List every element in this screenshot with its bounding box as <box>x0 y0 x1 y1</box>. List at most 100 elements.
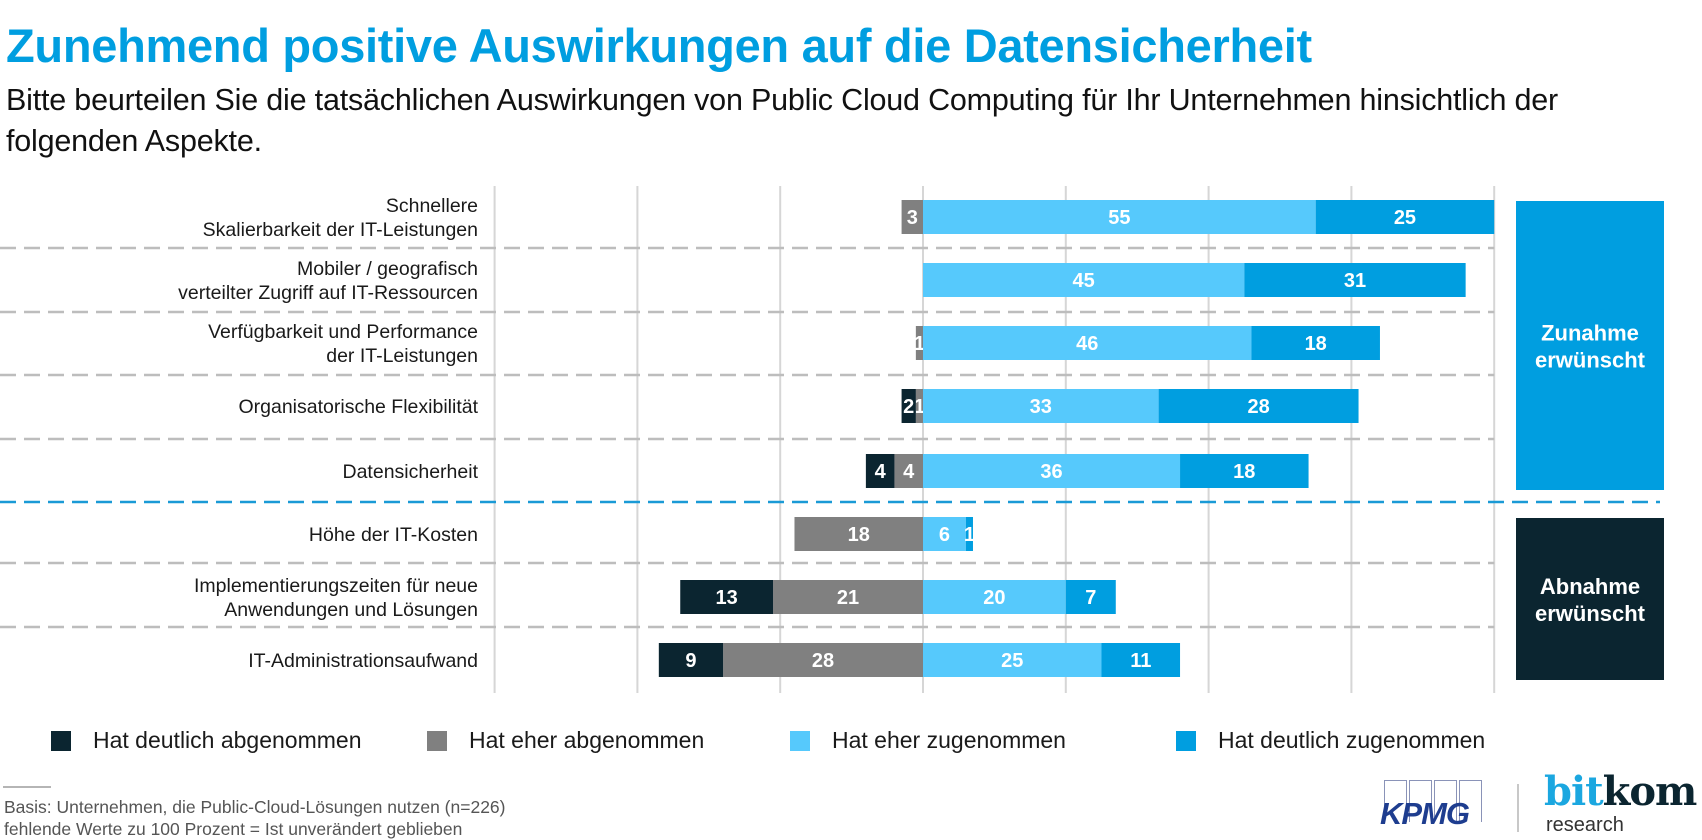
bar-hat-deutlich-abgenommen <box>658 643 724 677</box>
bar-value-label: 18 <box>1233 461 1255 483</box>
group-box-abnahme <box>1516 518 1664 680</box>
footnote: Basis: Unternehmen, die Public-Cloud-Lös… <box>4 796 505 840</box>
bar-value-label: 18 <box>1305 333 1327 355</box>
bar-hat-eher-abgenommen <box>794 517 923 551</box>
bar-value-label: 46 <box>1076 333 1098 355</box>
kpmg-logo-boxes <box>1384 780 1484 822</box>
legend-label: Hat deutlich zugenommen <box>1218 727 1486 753</box>
legend-label: Hat deutlich abgenommen <box>93 727 362 753</box>
bar-hat-deutlich-abgenommen <box>865 454 895 488</box>
bar-hat-deutlich-abgenommen <box>680 580 774 614</box>
bar-hat-eher-zugenommen <box>923 263 1245 297</box>
legend-swatch <box>790 730 810 751</box>
group-box-label: Zunahme <box>1541 321 1639 346</box>
bar-value-label: 1 <box>914 333 925 355</box>
bar-value-label: 1 <box>914 396 925 418</box>
group-box-label: erwünscht <box>1535 601 1646 626</box>
category-label: Implementierungszeiten für neue <box>194 575 478 597</box>
footnote-basis: Basis: Unternehmen, die Public-Cloud-Lös… <box>4 797 506 817</box>
bar-hat-deutlich-zugenommen <box>1244 263 1466 297</box>
bar-value-label: 36 <box>1040 461 1062 483</box>
bar-value-label: 11 <box>1130 650 1151 672</box>
bar-hat-deutlich-abgenommen <box>901 389 916 423</box>
legend-item-deutlich-abgenommen: Hat deutlich abgenommen <box>51 727 362 754</box>
legend-swatch <box>427 730 447 751</box>
bitkom-logo-kom: kom <box>1602 768 1698 815</box>
legend-item-eher-abgenommen: Hat eher abgenommen <box>427 727 704 754</box>
bar-value-label: 2 <box>903 396 914 418</box>
bar-value-label: 20 <box>983 587 1005 609</box>
bar-value-label: 18 <box>848 524 870 546</box>
bar-hat-deutlich-zugenommen <box>965 517 973 551</box>
footnote-missing-values: fehlende Werte zu 100 Prozent = Ist unve… <box>4 819 463 839</box>
bar-hat-eher-zugenommen <box>923 389 1159 423</box>
bar-value-label: 13 <box>716 587 738 609</box>
bar-value-label: 31 <box>1344 270 1366 292</box>
bar-value-label: 21 <box>837 587 859 609</box>
kpmg-logo-text: KPMG <box>1380 796 1470 831</box>
bar-value-label: 28 <box>812 650 834 672</box>
bar-value-label: 55 <box>1108 207 1130 229</box>
legend-item-deutlich-zugenommen: Hat deutlich zugenommen <box>1176 727 1485 754</box>
category-label: Organisatorische Flexibilität <box>238 396 478 418</box>
bar-hat-eher-abgenommen <box>915 389 923 423</box>
category-label: Schnellere <box>386 195 478 217</box>
bar-hat-eher-abgenommen <box>901 200 923 234</box>
legend-swatch <box>51 730 71 751</box>
bar-value-label: 4 <box>903 461 915 483</box>
bar-hat-deutlich-zugenommen <box>1158 389 1359 423</box>
group-box-zunahme <box>1516 201 1664 490</box>
logo-divider <box>1517 784 1519 832</box>
bar-value-label: 9 <box>685 650 696 672</box>
category-label: Anwendungen und Lösungen <box>224 599 478 621</box>
category-label: verteilter Zugriff auf IT-Ressourcen <box>178 282 478 304</box>
bar-hat-deutlich-zugenommen <box>1180 454 1309 488</box>
chart-title: Zunehmend positive Auswirkungen auf die … <box>6 19 1312 72</box>
bar-hat-eher-abgenommen <box>723 643 923 677</box>
category-label: Datensicherheit <box>343 461 479 483</box>
kpmg-logo: KPMG <box>1380 780 1488 831</box>
bar-hat-eher-zugenommen <box>923 517 966 551</box>
bitkom-research-label: research <box>1546 814 1624 836</box>
legend-item-eher-zugenommen: Hat eher zugenommen <box>790 727 1066 754</box>
bar-hat-eher-zugenommen <box>923 200 1316 234</box>
bitkom-logo-bit: bit <box>1544 768 1604 815</box>
bar-hat-eher-abgenommen <box>915 326 923 360</box>
category-label: der IT-Leistungen <box>326 345 478 367</box>
legend: Hat deutlich abgenommen Hat eher abgenom… <box>0 727 1702 757</box>
group-box-label: erwünscht <box>1535 348 1646 373</box>
category-label: Verfügbarkeit und Performance <box>208 321 478 343</box>
bar-value-label: 1 <box>964 524 975 546</box>
category-label: IT-Administrationsaufwand <box>248 650 478 672</box>
bar-hat-deutlich-zugenommen <box>1065 580 1116 614</box>
bar-hat-eher-abgenommen <box>894 454 923 488</box>
category-label: Skalierbarkeit der IT-Leistungen <box>203 219 478 241</box>
bar-value-label: 33 <box>1030 396 1052 418</box>
chart-subtitle: Bitte beurteilen Sie die tatsächlichen A… <box>6 83 1559 158</box>
logos: KPMG bitkom research <box>1380 768 1702 840</box>
bar-value-label: 45 <box>1073 270 1095 292</box>
bar-hat-eher-zugenommen <box>923 454 1181 488</box>
bar-hat-eher-abgenommen <box>773 580 923 614</box>
bar-value-label: 25 <box>1394 207 1416 229</box>
bar-value-label: 25 <box>1001 650 1023 672</box>
bar-hat-eher-zugenommen <box>923 643 1102 677</box>
bar-value-label: 6 <box>939 524 950 546</box>
bar-hat-eher-zugenommen <box>923 580 1066 614</box>
bar-value-label: 4 <box>875 461 887 483</box>
legend-label: Hat eher zugenommen <box>832 727 1066 753</box>
bar-hat-deutlich-zugenommen <box>1251 326 1380 360</box>
bar-value-label: 28 <box>1247 396 1269 418</box>
group-box-label: Abnahme <box>1540 574 1640 599</box>
bar-value-label: 7 <box>1085 587 1096 609</box>
bar-hat-deutlich-zugenommen <box>1101 643 1181 677</box>
bitkom-logo: bitkom <box>1544 768 1698 815</box>
category-label: Höhe der IT-Kosten <box>309 524 478 546</box>
bar-hat-eher-zugenommen <box>923 326 1252 360</box>
category-label: Mobiler / geografisch <box>297 258 478 280</box>
legend-label: Hat eher abgenommen <box>469 727 705 753</box>
bar-value-label: 3 <box>907 207 918 229</box>
bar-hat-deutlich-zugenommen <box>1315 200 1495 234</box>
legend-swatch <box>1176 730 1196 751</box>
